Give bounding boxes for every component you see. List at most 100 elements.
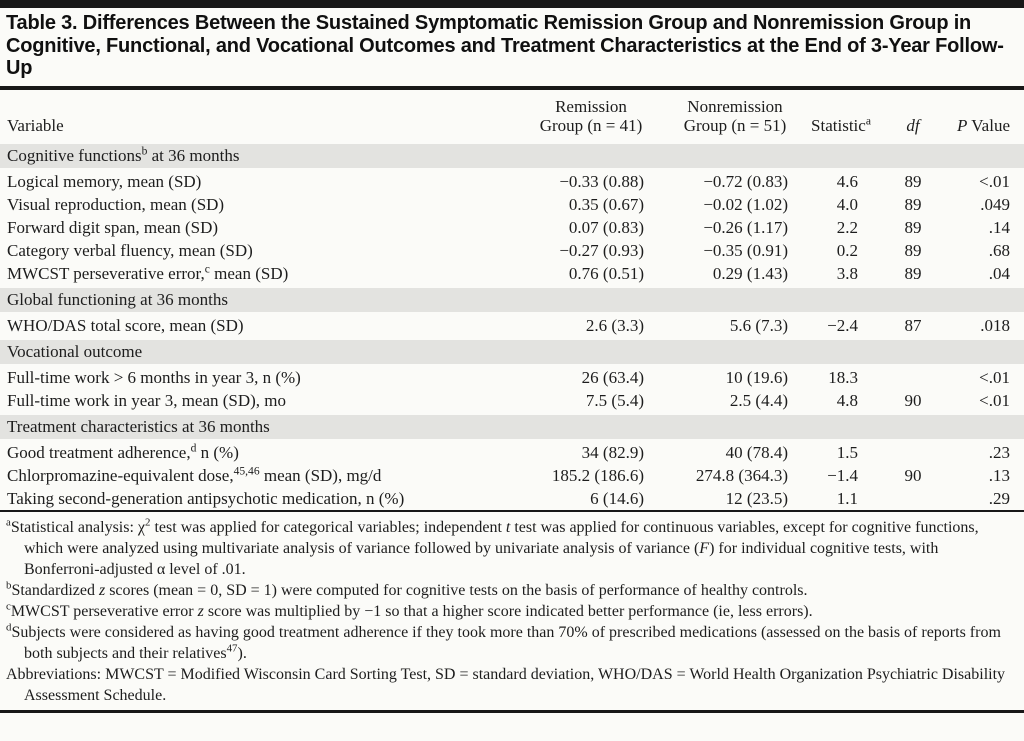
remission-value-cell: 34 (82.9) [581, 442, 644, 462]
top-rule [0, 0, 1024, 8]
variable-cell: WHO/DAS total score, mean (SD) [7, 315, 244, 335]
pvalue-cell: .13 [988, 465, 1010, 485]
col-header-remission: Remission Group (n = 41) [539, 96, 643, 136]
statistic-cell: 2.2 [836, 217, 858, 237]
nonremission-value-cell: −0.26 (1.17) [703, 217, 788, 237]
section-header-row: Treatment characteristics at 36 months [0, 411, 1024, 441]
col-header-nonremission: Nonremission Group (n = 51) [683, 96, 787, 136]
remission-value-cell: 0.35 (0.67) [568, 194, 644, 214]
df-cell: 89 [904, 263, 922, 283]
statistic-cell: 4.0 [836, 194, 858, 214]
footnote: cMWCST perseverative error z score was m… [6, 600, 813, 620]
variable-cell: Chlorpromazine-equivalent dose,45,46 mea… [7, 463, 382, 485]
nonremission-value-cell: 12 (23.5) [725, 488, 788, 508]
table-row: Taking second-generation antipsychotic m… [0, 487, 1024, 510]
footnote: aStatistical analysis: χ2 test was appli… [6, 516, 979, 578]
section-header-label: Global functioning at 36 months [0, 284, 1024, 314]
section-header-row: Global functioning at 36 months [0, 284, 1024, 314]
table-row: Visual reproduction, mean (SD) 0.35 (0.67… [0, 193, 1024, 216]
remission-value-cell: 2.6 (3.3) [585, 315, 644, 335]
table-row: Full-time work > 6 months in year 3, n (… [0, 365, 1024, 389]
section-header-label: Vocational outcome [0, 336, 1024, 366]
nonremission-value-cell: 274.8 (364.3) [695, 465, 788, 485]
statistic-cell: 4.6 [836, 171, 858, 191]
variable-cell: Forward digit span, mean (SD) [7, 217, 219, 237]
col-header-statistic: Statistica [811, 114, 871, 135]
variable-cell: Visual reproduction, mean (SD) [7, 194, 225, 214]
remission-value-cell: 26 (63.4) [581, 367, 644, 387]
section-header-label: Cognitive functionsb at 36 months [0, 140, 1024, 170]
df-cell: 89 [904, 171, 922, 191]
table-row: WHO/DAS total score, mean (SD) 2.6 (3.3) 5… [0, 313, 1024, 339]
pvalue-cell: .23 [988, 442, 1010, 462]
section-header-label: Treatment characteristics at 36 months [0, 411, 1024, 441]
nonremission-value-cell: 2.5 (4.4) [729, 390, 788, 410]
df-cell: 89 [904, 194, 922, 214]
section-header-row: Vocational outcome [0, 336, 1024, 366]
remission-value-cell: 185.2 (186.6) [551, 465, 644, 485]
remission-value-cell: 0.76 (0.51) [568, 263, 644, 283]
table-title: Table 3. Differences Between the Sustain… [0, 8, 1024, 90]
remission-value-cell: −0.33 (0.88) [559, 171, 644, 191]
pvalue-cell: <.01 [979, 367, 1010, 387]
df-cell [874, 487, 938, 510]
remission-value-cell: 7.5 (5.4) [585, 390, 644, 410]
variable-cell: Good treatment adherence,d n (%) [7, 440, 239, 462]
pvalue-cell: .14 [988, 217, 1010, 237]
statistic-cell: 4.8 [836, 390, 858, 410]
footnotes: aStatistical analysis: χ2 test was appli… [0, 509, 1024, 710]
table-row: Category verbal fluency, mean (SD) −0.27 … [0, 239, 1024, 262]
table-row: Full-time work in year 3, mean (SD), mo 7… [0, 389, 1024, 414]
pvalue-cell: .049 [980, 194, 1010, 214]
pvalue-cell: .29 [988, 488, 1010, 508]
pvalue-cell: <.01 [979, 390, 1010, 410]
statistic-cell: −1.4 [827, 465, 858, 485]
statistic-cell: 0.2 [836, 240, 858, 260]
statistic-cell: 3.8 [836, 263, 858, 283]
results-table: Variable Remission Group (n = 41) Nonrem… [0, 90, 1024, 510]
nonremission-value-cell: 40 (78.4) [725, 442, 788, 462]
remission-value-cell: 0.07 (0.83) [568, 217, 644, 237]
variable-cell: Logical memory, mean (SD) [7, 171, 202, 191]
variable-cell: Taking second-generation antipsychotic m… [7, 488, 405, 508]
df-cell: 89 [904, 217, 922, 237]
footnote: dSubjects were considered as having good… [6, 621, 1001, 662]
col-header-pvalue: P Value [956, 116, 1010, 135]
df-cell: 89 [904, 240, 922, 260]
statistic-cell: 18.3 [828, 367, 858, 387]
remission-value-cell: −0.27 (0.93) [559, 240, 644, 260]
table-body: Cognitive functionsb at 36 months Logical… [0, 140, 1024, 510]
table-row: Chlorpromazine-equivalent dose,45,46 mea… [0, 464, 1024, 487]
nonremission-value-cell: 0.29 (1.43) [712, 263, 788, 283]
pvalue-cell: <.01 [979, 171, 1010, 191]
df-cell: 90 [904, 390, 922, 410]
pvalue-cell: .018 [980, 315, 1010, 335]
col-header-variable: Variable [7, 116, 64, 135]
table-row: Logical memory, mean (SD) −0.33 (0.88) −0.… [0, 169, 1024, 193]
table-row: MWCST perseverative error,c mean (SD) 0.7… [0, 262, 1024, 287]
table-row: Forward digit span, mean (SD) 0.07 (0.83)… [0, 216, 1024, 239]
pvalue-cell: .68 [988, 240, 1010, 260]
nonremission-value-cell: 5.6 (7.3) [729, 315, 788, 335]
statistic-cell: 1.5 [836, 442, 858, 462]
footnote: bStandardized z scores (mean = 0, SD = 1… [6, 579, 808, 599]
remission-value-cell: 6 (14.6) [590, 488, 644, 508]
variable-cell: Category verbal fluency, mean (SD) [7, 240, 253, 260]
nonremission-value-cell: −0.02 (1.02) [703, 194, 788, 214]
df-cell [874, 440, 938, 464]
statistic-cell: 1.1 [836, 488, 858, 508]
pvalue-cell: .04 [988, 263, 1010, 283]
abbreviations-note: Abbreviations: MWCST = Modified Wisconsi… [6, 665, 1006, 704]
bottom-rule [0, 709, 1024, 713]
df-cell: 90 [904, 465, 922, 485]
variable-cell: MWCST perseverative error,c mean (SD) [7, 261, 289, 283]
statistic-cell: −2.4 [827, 315, 858, 335]
nonremission-value-cell: 10 (19.6) [725, 367, 788, 387]
variable-cell: Full-time work > 6 months in year 3, n (… [7, 367, 301, 387]
nonremission-value-cell: −0.72 (0.83) [703, 171, 788, 191]
variable-cell: Full-time work in year 3, mean (SD), mo [7, 390, 287, 410]
nonremission-value-cell: −0.35 (0.91) [703, 240, 788, 260]
section-header-row: Cognitive functionsb at 36 months [0, 140, 1024, 170]
column-header-row: Variable Remission Group (n = 41) Nonrem… [0, 90, 1024, 142]
